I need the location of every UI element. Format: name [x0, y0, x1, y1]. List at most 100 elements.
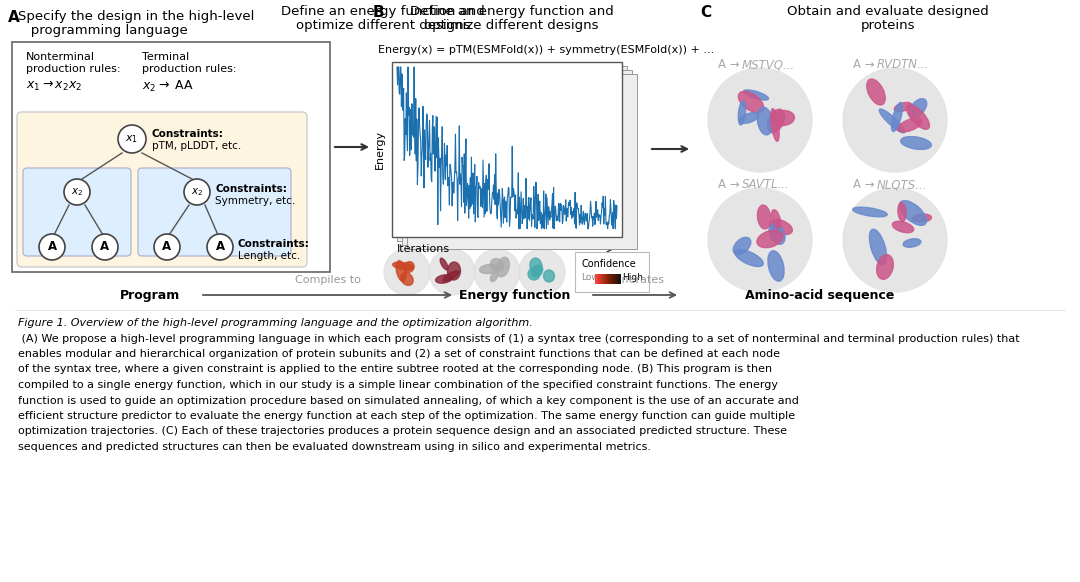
Ellipse shape	[900, 201, 927, 225]
Text: B: B	[373, 5, 384, 20]
FancyBboxPatch shape	[397, 66, 627, 241]
Ellipse shape	[447, 262, 460, 280]
Ellipse shape	[531, 265, 543, 277]
Text: pTM, pLDDT, etc.: pTM, pLDDT, etc.	[152, 141, 241, 151]
Text: Length, etc.: Length, etc.	[238, 251, 300, 261]
Ellipse shape	[528, 268, 540, 280]
Circle shape	[843, 68, 947, 172]
FancyBboxPatch shape	[392, 62, 622, 237]
Text: efficient structure predictor to evaluate the energy function at each step of th: efficient structure predictor to evaluat…	[18, 411, 795, 421]
Ellipse shape	[867, 79, 886, 105]
Ellipse shape	[497, 257, 510, 277]
Ellipse shape	[879, 109, 905, 133]
Ellipse shape	[441, 258, 448, 270]
FancyBboxPatch shape	[407, 74, 637, 249]
Ellipse shape	[769, 223, 785, 244]
Circle shape	[429, 249, 475, 295]
Ellipse shape	[393, 262, 414, 270]
Ellipse shape	[480, 264, 499, 274]
Text: A →: A →	[853, 58, 878, 71]
Text: A: A	[162, 240, 172, 254]
Ellipse shape	[490, 258, 503, 271]
Text: A →: A →	[718, 178, 743, 191]
Ellipse shape	[897, 203, 906, 222]
Circle shape	[154, 234, 180, 260]
Text: NLQTS...: NLQTS...	[877, 178, 928, 191]
Text: Generates: Generates	[606, 275, 664, 285]
FancyBboxPatch shape	[575, 252, 649, 292]
Ellipse shape	[897, 118, 922, 132]
Text: A: A	[48, 240, 56, 254]
Ellipse shape	[913, 214, 931, 222]
Circle shape	[118, 125, 146, 153]
Ellipse shape	[877, 255, 893, 279]
Text: production rules:: production rules:	[141, 64, 237, 74]
Text: enables modular and hierarchical organization of protein subunits and (2) a set : enables modular and hierarchical organiz…	[18, 349, 780, 359]
Circle shape	[708, 188, 812, 292]
Circle shape	[184, 179, 210, 205]
Circle shape	[708, 68, 812, 172]
Text: Symmetry, etc.: Symmetry, etc.	[215, 196, 295, 206]
Text: Program: Program	[120, 289, 180, 301]
Ellipse shape	[543, 270, 554, 282]
Text: (A) We propose a high-level programming language in which each program consists : (A) We propose a high-level programming …	[18, 333, 1020, 343]
Circle shape	[207, 234, 233, 260]
Text: Energy: Energy	[375, 129, 384, 169]
FancyBboxPatch shape	[17, 112, 307, 267]
Text: sequences and predicted structures can then be evaluated downstream using in sil: sequences and predicted structures can t…	[18, 442, 651, 452]
Ellipse shape	[771, 109, 779, 141]
Ellipse shape	[734, 250, 764, 267]
Text: optimization trajectories. (C) Each of these trajectories produces a protein seq: optimization trajectories. (C) Each of t…	[18, 427, 787, 436]
Text: optimize different designs: optimize different designs	[296, 19, 470, 32]
Text: optimize different designs: optimize different designs	[424, 19, 598, 32]
Ellipse shape	[853, 207, 888, 217]
Text: A →: A →	[718, 58, 743, 71]
Circle shape	[64, 179, 90, 205]
Ellipse shape	[892, 221, 914, 233]
Ellipse shape	[490, 272, 498, 282]
Text: A →: A →	[853, 178, 878, 191]
Ellipse shape	[435, 275, 453, 283]
Text: of the syntax tree, where a given constraint is applied to the entire subtree ro: of the syntax tree, where a given constr…	[18, 364, 772, 374]
Text: Energy(x) = pTM(ESMFold(x)) + symmetry(ESMFold(x)) + ...: Energy(x) = pTM(ESMFold(x)) + symmetry(E…	[378, 45, 714, 55]
Text: MSTVQ...: MSTVQ...	[742, 58, 795, 71]
Ellipse shape	[396, 261, 406, 281]
Circle shape	[384, 249, 430, 295]
Circle shape	[92, 234, 118, 260]
Ellipse shape	[771, 111, 795, 126]
Ellipse shape	[404, 262, 414, 272]
Text: Low: Low	[581, 273, 598, 282]
Ellipse shape	[757, 230, 783, 248]
Text: Iterations: Iterations	[397, 244, 450, 254]
Ellipse shape	[770, 219, 793, 235]
Circle shape	[843, 188, 947, 292]
Circle shape	[474, 249, 519, 295]
Ellipse shape	[768, 109, 784, 133]
Text: Constraints:: Constraints:	[238, 239, 310, 249]
Ellipse shape	[891, 102, 903, 132]
Text: Confidence: Confidence	[581, 259, 636, 269]
Ellipse shape	[869, 229, 887, 265]
Text: Define an energy function and: Define an energy function and	[409, 5, 613, 18]
Ellipse shape	[771, 210, 781, 228]
Ellipse shape	[733, 237, 751, 255]
Text: Constraints:: Constraints:	[152, 129, 224, 139]
Text: A: A	[100, 240, 109, 254]
Text: Obtain and evaluate designed: Obtain and evaluate designed	[786, 5, 988, 18]
Text: proteins: proteins	[861, 19, 915, 32]
Ellipse shape	[739, 91, 764, 113]
Ellipse shape	[530, 258, 542, 274]
Ellipse shape	[739, 101, 745, 125]
Ellipse shape	[401, 272, 414, 285]
Circle shape	[519, 249, 565, 295]
Ellipse shape	[909, 99, 927, 118]
Text: RVDTN...: RVDTN...	[877, 58, 929, 71]
Ellipse shape	[443, 271, 459, 281]
Text: function is used to guide an optimization procedure based on simulated annealing: function is used to guide an optimizatio…	[18, 396, 799, 406]
Ellipse shape	[894, 102, 912, 112]
Text: $x_1$: $x_1$	[125, 133, 138, 145]
Text: $x_2 \rightarrow$ AA: $x_2 \rightarrow$ AA	[141, 79, 194, 94]
Text: Nonterminal: Nonterminal	[26, 52, 95, 62]
Ellipse shape	[903, 239, 921, 247]
Text: Terminal: Terminal	[141, 52, 189, 62]
